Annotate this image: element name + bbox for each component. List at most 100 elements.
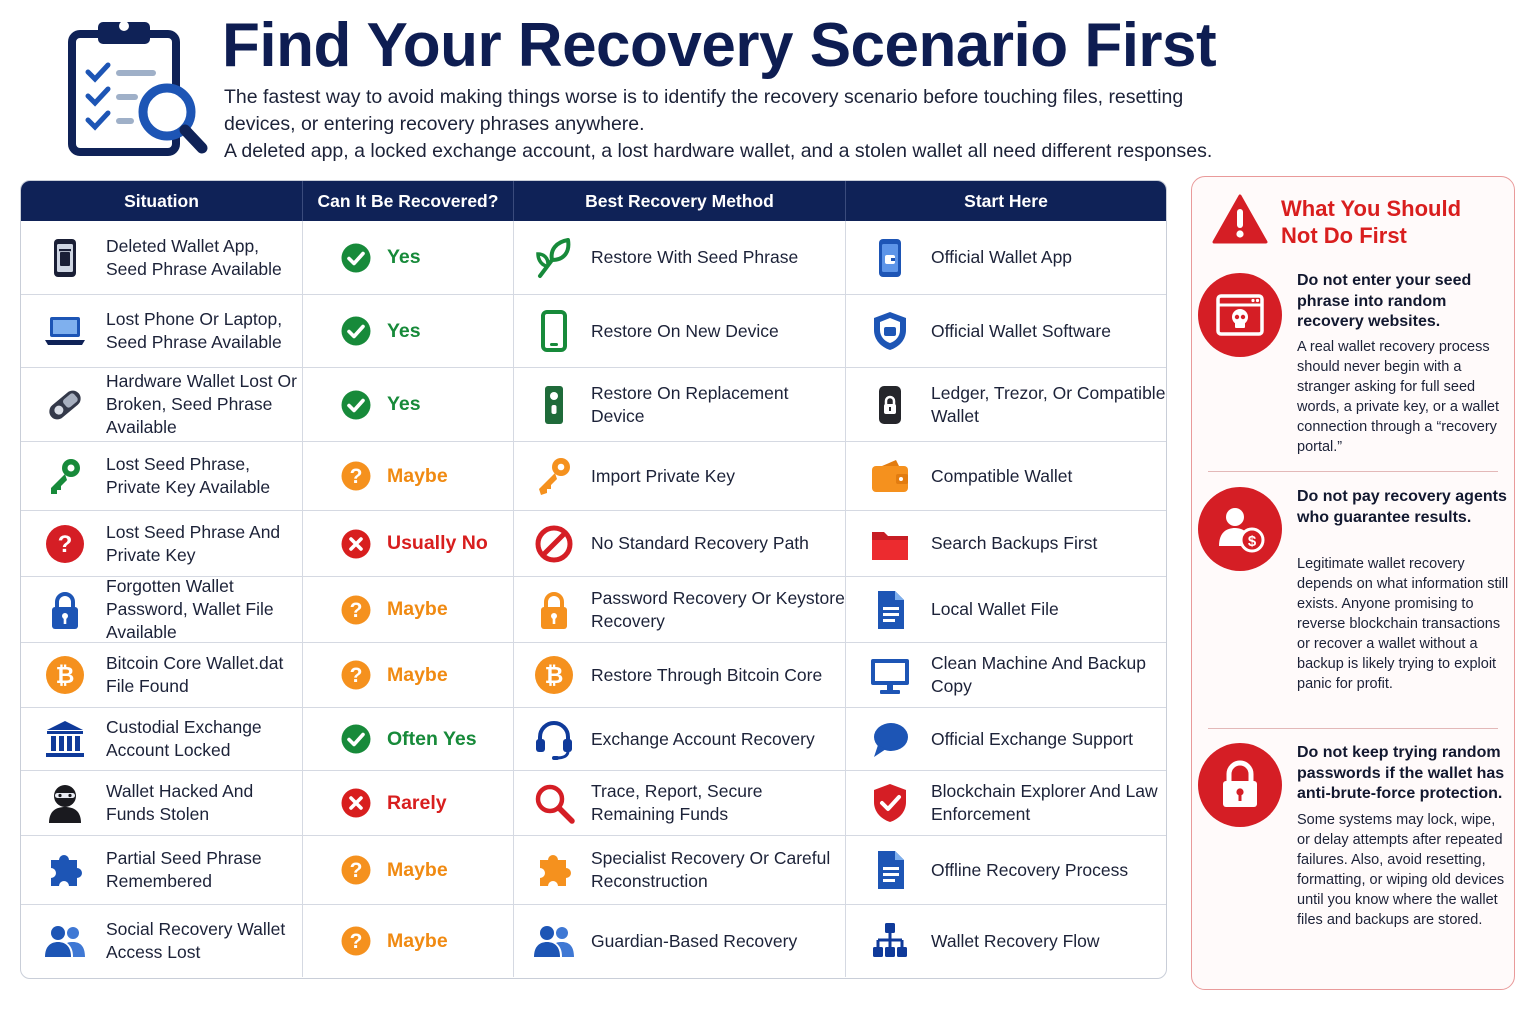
start-here-cell-text: Search Backups First — [931, 533, 1098, 553]
orange-padlock-icon — [530, 586, 578, 634]
method-cell: Specialist Recovery Or Careful Reconstru… — [514, 836, 846, 904]
method-cell: ₿ Restore Through Bitcoin Core — [514, 643, 846, 707]
method-cell: No Standard Recovery Path — [514, 511, 846, 576]
start-here-cell: Offline Recovery Process — [846, 836, 1166, 904]
seed-sprout-icon — [530, 234, 578, 282]
status-cell: Yes — [303, 295, 514, 367]
situation-cell-text: Deleted Wallet App, Seed Phrase Availabl… — [106, 235, 282, 279]
table-row: ₿ Bitcoin Core Wallet.dat File Found? Mayb… — [21, 642, 1166, 707]
tip-3-heading: Do not keep trying random passwords if t… — [1297, 744, 1505, 802]
start-here-cell: Search Backups First — [846, 511, 1166, 576]
padlock-icon — [41, 586, 89, 634]
status-cell-text: Yes — [387, 393, 421, 415]
users-icon — [41, 917, 89, 965]
start-here-cell: Local Wallet File — [846, 577, 1166, 642]
status-cell-text: Maybe — [387, 858, 448, 881]
question-icon: ? — [41, 520, 89, 568]
check-circle-icon — [339, 314, 373, 348]
situation-cell: Partial Seed Phrase Remembered — [21, 836, 303, 904]
status-cell: Yes — [303, 368, 514, 441]
status-cell: ? Maybe — [303, 836, 514, 904]
method-cell-text: Restore With Seed Phrase — [591, 247, 799, 267]
svg-text:?: ? — [350, 859, 363, 882]
method-cell-text: Restore On Replacement Device — [591, 382, 789, 426]
start-here-cell: Official Exchange Support — [846, 708, 1166, 770]
status-cell-text: Yes — [387, 319, 421, 342]
bank-icon — [41, 715, 89, 763]
status-cell: ? Maybe — [303, 905, 514, 977]
tip-1-body: A real wallet recovery process should ne… — [1297, 339, 1500, 455]
header-method: Best Recovery Method — [514, 181, 846, 221]
method-cell-text: No Standard Recovery Path — [591, 533, 809, 553]
status-cell: ? Maybe — [303, 643, 514, 707]
tip-1-heading: Do not enter your seed phrase into rando… — [1297, 272, 1472, 330]
method-cell-text: Exchange Account Recovery — [591, 728, 815, 749]
start-here-cell: Official Wallet App — [846, 221, 1166, 294]
tip-3-body: Some systems may lock, wipe, or delay at… — [1297, 812, 1505, 928]
malicious-website-icon — [1198, 273, 1282, 357]
warning-panel: What You Should Not Do First Do not ente… — [1191, 176, 1515, 990]
table-row: Partial Seed Phrase Remembered? Maybe Spec… — [21, 835, 1166, 904]
monitor-icon — [866, 651, 914, 699]
start-here-cell-text: Offline Recovery Process — [931, 859, 1129, 880]
status-cell-text: Maybe — [387, 929, 448, 952]
trash-phone-icon — [41, 234, 89, 282]
page-title: Find Your Recovery Scenario First — [222, 11, 1217, 80]
start-here-cell: Blockchain Explorer And Law Enforcement — [846, 771, 1166, 835]
status-cell: Usually No — [303, 511, 514, 576]
method-cell-text: Import Private Key — [591, 465, 735, 486]
status-cell-text: Usually No — [387, 532, 488, 554]
method-cell: Trace, Report, Secure Remaining Funds — [514, 771, 846, 835]
status-cell-text: Rarely — [387, 791, 447, 814]
chat-bubble-icon — [866, 715, 914, 763]
orange-key-icon — [530, 452, 578, 500]
svg-text:?: ? — [350, 599, 363, 622]
magnifier-icon — [530, 779, 578, 827]
status-cell: Yes — [303, 221, 514, 294]
question-circle-icon: ? — [339, 853, 373, 887]
method-cell-text: Guardian-Based Recovery — [591, 930, 798, 951]
start-here-cell-text: Official Wallet App — [931, 247, 1073, 267]
situation-cell: Hardware Wallet Lost Or Broken, Seed Phr… — [21, 368, 303, 441]
situation-cell: Deleted Wallet App, Seed Phrase Availabl… — [21, 221, 303, 294]
situation-cell: Lost Phone Or Laptop, Seed Phrase Availa… — [21, 295, 303, 367]
lock-device-icon — [866, 381, 914, 429]
situation-cell-text: Social Recovery Wallet Access Lost — [106, 919, 286, 962]
situation-cell: ₿ Bitcoin Core Wallet.dat File Found — [21, 643, 303, 707]
situation-cell-text: Lost Seed Phrase And Private Key — [106, 521, 281, 565]
status-cell: ? Maybe — [303, 442, 514, 510]
panel-divider — [1208, 471, 1498, 472]
table-header: Situation Can It Be Recovered? Best Reco… — [21, 181, 1166, 221]
method-cell-text: Restore Through Bitcoin Core — [591, 664, 823, 685]
panel-title: What You Should Not Do First — [1281, 196, 1462, 248]
start-here-cell: Wallet Recovery Flow — [846, 905, 1166, 977]
question-circle-icon: ? — [339, 658, 373, 692]
start-here-cell-text: Wallet Recovery Flow — [931, 930, 1100, 951]
method-cell: Guardian-Based Recovery — [514, 905, 846, 977]
situation-cell-text: Partial Seed Phrase Remembered — [106, 848, 262, 891]
puzzle-icon — [41, 846, 89, 894]
table-row: Custodial Exchange Account Locked Often Y… — [21, 707, 1166, 770]
tip-2-heading: Do not pay recovery agents who guarantee… — [1297, 488, 1507, 526]
check-circle-icon — [339, 388, 373, 422]
situation-cell-text: Lost Seed Phrase, Private Key Available — [106, 454, 271, 497]
status-cell-text: Maybe — [387, 464, 448, 487]
svg-text:?: ? — [350, 664, 363, 687]
header-start-here: Start Here — [964, 190, 1048, 211]
situation-cell: Custodial Exchange Account Locked — [21, 708, 303, 770]
table-row: Hardware Wallet Lost Or Broken, Seed Phr… — [21, 367, 1166, 441]
svg-text:₿: ₿ — [545, 662, 564, 688]
document-icon — [866, 586, 914, 634]
paid-agent-icon: $ — [1198, 487, 1282, 571]
status-cell-text: Maybe — [387, 663, 448, 686]
question-circle-icon: ? — [339, 593, 373, 627]
method-cell: Restore On New Device — [514, 295, 846, 367]
table-row: ? Lost Seed Phrase And Private Key Usually… — [21, 510, 1166, 576]
padlock-icon — [1198, 743, 1282, 827]
situation-cell-text: Custodial Exchange Account Locked — [106, 717, 262, 760]
start-here-cell: Ledger, Trezor, Or Compatible Wallet — [846, 368, 1166, 441]
method-cell: Import Private Key — [514, 442, 846, 510]
situation-cell: Lost Seed Phrase, Private Key Available — [21, 442, 303, 510]
hierarchy-icon — [866, 917, 914, 965]
svg-text:₿: ₿ — [56, 662, 75, 688]
